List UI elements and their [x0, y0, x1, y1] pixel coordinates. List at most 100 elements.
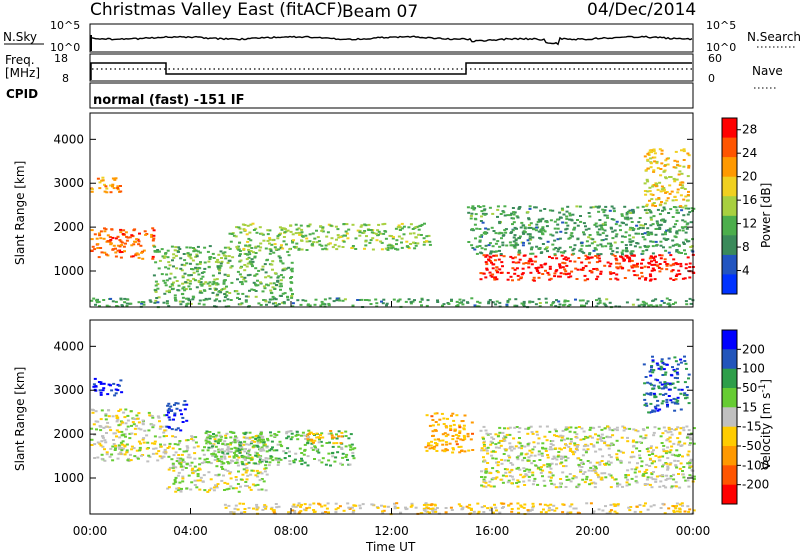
range-gate-cell	[527, 260, 531, 263]
range-gate-cell	[244, 448, 248, 450]
range-gate-cell	[420, 223, 424, 226]
range-gate-cell	[569, 426, 573, 429]
range-gate-cell	[181, 282, 185, 285]
range-gate-cell	[485, 268, 489, 271]
range-gate-cell	[199, 290, 202, 293]
range-gate-cell	[590, 270, 594, 273]
range-gate-cell	[682, 148, 686, 151]
range-gate-cell	[528, 509, 532, 512]
range-gate-cell	[223, 296, 227, 299]
range-gate-cell	[281, 269, 285, 272]
range-gate-cell	[642, 429, 646, 432]
range-gate-cell	[383, 505, 387, 508]
range-gate-cell	[629, 226, 633, 229]
range-gate-cell	[623, 277, 627, 279]
range-gate-cell	[479, 429, 483, 432]
range-gate-cell	[261, 447, 265, 450]
range-gate-cell	[335, 437, 339, 440]
range-gate-cell	[223, 251, 227, 254]
range-gate-cell	[512, 240, 516, 243]
range-gate-cell	[576, 224, 580, 227]
range-gate-cell	[175, 487, 179, 490]
range-gate-cell	[312, 502, 316, 505]
range-gate-cell	[594, 450, 598, 453]
range-gate-cell	[569, 438, 573, 441]
colorbar-tick-label: -15	[742, 420, 762, 434]
range-gate-cell	[238, 227, 242, 230]
range-gate-cell	[124, 408, 128, 411]
range-gate-cell	[233, 451, 236, 454]
range-gate-cell	[532, 276, 536, 279]
range-gate-cell	[348, 507, 352, 510]
range-gate-cell	[648, 190, 652, 193]
range-gate-cell	[668, 304, 672, 307]
range-gate-cell	[155, 297, 159, 299]
range-gate-cell	[181, 300, 185, 303]
range-gate-cell	[678, 273, 682, 276]
range-gate-cell	[237, 490, 241, 493]
range-gate-cell	[516, 485, 520, 488]
range-gate-cell	[654, 205, 657, 207]
range-gate-cell	[109, 184, 113, 187]
region-7	[643, 148, 691, 208]
range-gate-cell	[466, 435, 470, 438]
range-gate-cell	[262, 285, 266, 288]
range-gate-cell	[570, 270, 574, 273]
range-gate-cell	[444, 511, 448, 514]
ytick-label: 2000	[53, 427, 84, 441]
range-gate-cell	[482, 205, 486, 208]
range-gate-cell	[265, 460, 268, 463]
range-gate-cell	[646, 426, 649, 429]
range-gate-cell	[163, 292, 167, 295]
range-gate-cell	[682, 394, 686, 397]
range-gate-cell	[205, 437, 209, 440]
range-gate-cell	[167, 407, 171, 410]
range-gate-cell	[490, 441, 494, 444]
range-gate-cell	[593, 240, 597, 243]
range-gate-cell	[672, 505, 676, 508]
range-gate-cell	[583, 471, 587, 474]
range-gate-cell	[665, 363, 669, 366]
range-gate-cell	[365, 235, 368, 238]
range-gate-cell	[569, 275, 573, 278]
range-gate-cell	[344, 430, 348, 433]
range-gate-cell	[119, 190, 123, 193]
range-gate-cell	[407, 226, 411, 229]
range-gate-cell	[292, 503, 296, 506]
range-gate-cell	[95, 301, 99, 304]
range-gate-cell	[256, 279, 259, 282]
range-gate-cell	[198, 488, 202, 491]
range-gate-cell	[227, 504, 231, 507]
range-gate-cell	[564, 444, 568, 447]
range-gate-cell	[663, 202, 667, 205]
range-gate-cell	[529, 226, 533, 229]
range-gate-cell	[217, 438, 221, 441]
range-gate-cell	[687, 154, 691, 157]
range-gate-cell	[504, 448, 508, 451]
range-gate-cell	[498, 426, 502, 429]
range-gate-cell	[655, 475, 659, 478]
range-gate-cell	[586, 256, 590, 259]
range-gate-cell	[553, 275, 557, 278]
range-gate-cell	[452, 419, 456, 422]
range-gate-cell	[682, 426, 685, 429]
range-gate-cell	[556, 250, 560, 253]
range-gate-cell	[488, 480, 492, 483]
range-gate-cell	[369, 303, 373, 305]
range-gate-cell	[687, 429, 691, 432]
range-gate-cell	[483, 445, 486, 448]
range-gate-cell	[667, 428, 671, 431]
range-gate-cell	[670, 190, 674, 193]
range-gate-cell	[400, 246, 404, 249]
range-gate-cell	[581, 454, 585, 457]
range-gate-cell	[121, 233, 125, 235]
range-gate-cell	[247, 248, 251, 251]
range-gate-cell	[564, 256, 568, 259]
range-gate-cell	[678, 229, 682, 232]
range-gate-cell	[155, 250, 159, 253]
range-gate-cell	[584, 436, 588, 439]
range-gate-cell	[222, 299, 226, 302]
range-gate-cell	[608, 510, 612, 513]
range-gate-cell	[636, 430, 640, 433]
range-gate-cell	[287, 254, 291, 257]
